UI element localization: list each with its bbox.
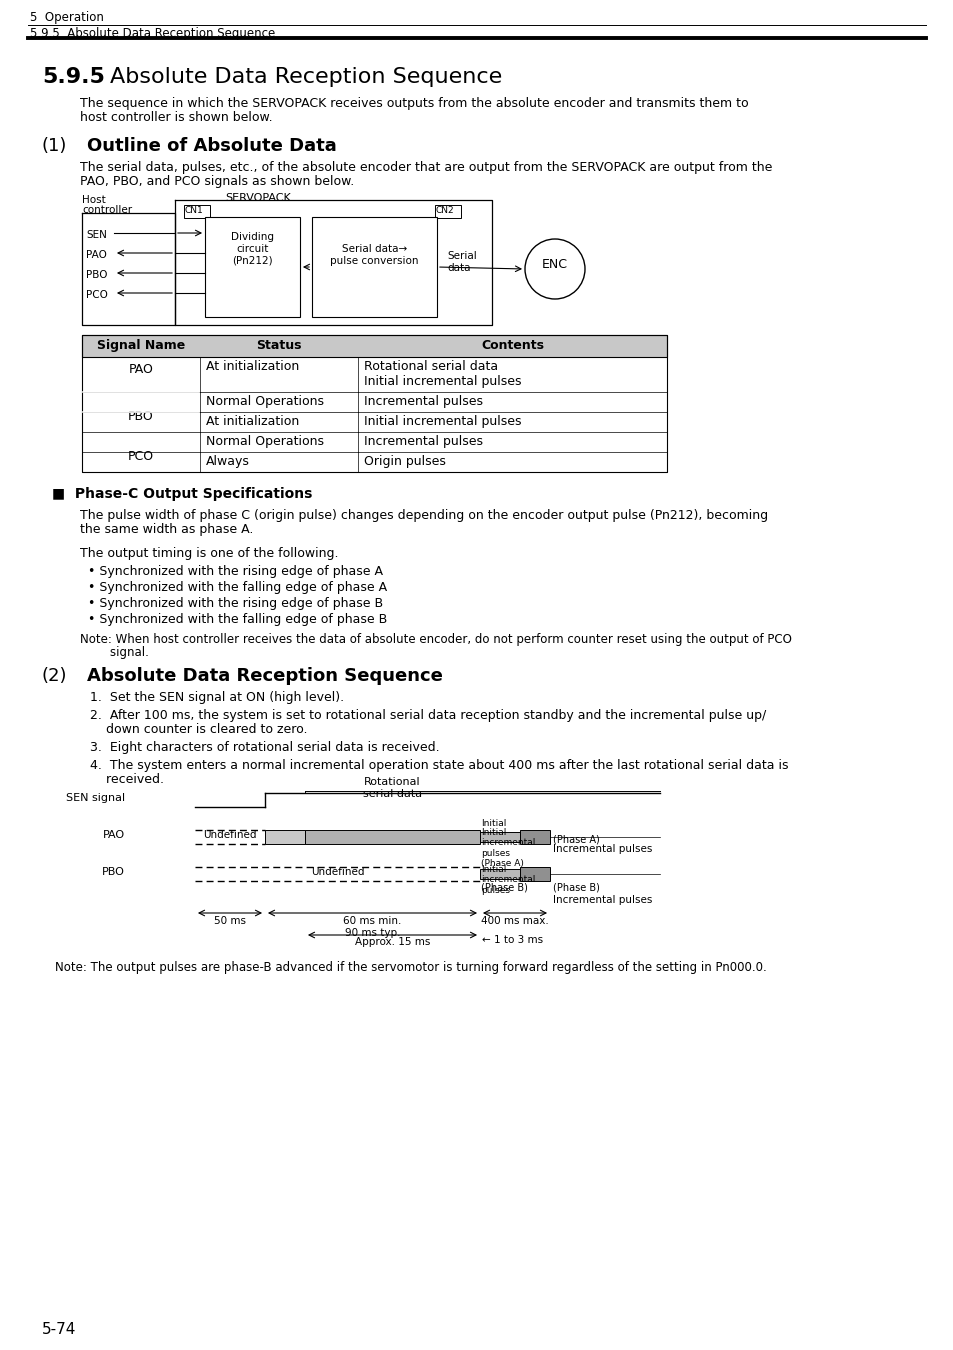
Text: The sequence in which the SERVOPACK receives outputs from the absolute encoder a: The sequence in which the SERVOPACK rece… <box>80 97 748 109</box>
Text: host controller is shown below.: host controller is shown below. <box>80 111 273 124</box>
Text: PCO: PCO <box>128 451 153 463</box>
Text: Initial: Initial <box>480 819 506 828</box>
Text: ← 1 to 3 ms: ← 1 to 3 ms <box>481 936 542 945</box>
Text: PAO, PBO, and PCO signals as shown below.: PAO, PBO, and PCO signals as shown below… <box>80 176 354 188</box>
Text: Outline of Absolute Data: Outline of Absolute Data <box>87 136 336 155</box>
Bar <box>519 867 550 882</box>
Text: PBO: PBO <box>128 410 153 424</box>
Text: • Synchronized with the falling edge of phase B: • Synchronized with the falling edge of … <box>80 613 387 626</box>
Bar <box>479 869 519 879</box>
Text: (Phase B): (Phase B) <box>480 883 527 892</box>
Text: (1): (1) <box>42 136 68 155</box>
Text: down counter is cleared to zero.: down counter is cleared to zero. <box>90 724 307 736</box>
Text: ENC: ENC <box>541 258 567 270</box>
Text: The pulse width of phase C (origin pulse) changes depending on the encoder outpu: The pulse width of phase C (origin pulse… <box>80 509 767 522</box>
Text: 60 ms min.
90 ms typ.: 60 ms min. 90 ms typ. <box>343 917 401 938</box>
Text: Always: Always <box>206 455 250 468</box>
Text: Rotational: Rotational <box>364 778 420 787</box>
Text: controller: controller <box>82 205 132 215</box>
Text: Approx. 15 ms: Approx. 15 ms <box>355 937 430 946</box>
Text: • Synchronized with the falling edge of phase A: • Synchronized with the falling edge of … <box>80 580 387 594</box>
Text: signal.: signal. <box>80 647 149 659</box>
Text: (Phase A): (Phase A) <box>553 834 599 844</box>
Text: The output timing is one of the following.: The output timing is one of the followin… <box>80 547 338 560</box>
Text: 5.9.5: 5.9.5 <box>42 68 105 86</box>
Text: 2.  After 100 ms, the system is set to rotational serial data reception standby : 2. After 100 ms, the system is set to ro… <box>90 709 765 722</box>
Text: Status: Status <box>256 339 301 352</box>
Bar <box>519 830 550 844</box>
Text: Serial data→
pulse conversion: Serial data→ pulse conversion <box>330 244 418 266</box>
Text: • Synchronized with the rising edge of phase B: • Synchronized with the rising edge of p… <box>80 597 383 610</box>
Text: 3.  Eight characters of rotational serial data is received.: 3. Eight characters of rotational serial… <box>90 741 439 755</box>
Text: 5  Operation: 5 Operation <box>30 11 104 24</box>
Text: 4.  The system enters a normal incremental operation state about 400 ms after th: 4. The system enters a normal incrementa… <box>90 759 788 772</box>
Bar <box>82 335 666 356</box>
Text: CN2: CN2 <box>436 207 455 215</box>
Text: Serial
data: Serial data <box>447 251 476 273</box>
Text: serial data: serial data <box>362 788 421 799</box>
Text: Host: Host <box>82 194 106 205</box>
Text: CN1: CN1 <box>185 207 204 215</box>
Text: PAO: PAO <box>86 250 107 261</box>
Bar <box>184 205 210 217</box>
Bar <box>312 217 436 317</box>
Text: The serial data, pulses, etc., of the absolute encoder that are output from the : The serial data, pulses, etc., of the ab… <box>80 161 772 174</box>
Text: PAO: PAO <box>129 363 153 377</box>
Text: ■  Phase-C Output Specifications: ■ Phase-C Output Specifications <box>52 487 312 501</box>
Bar <box>305 830 479 844</box>
Text: Signal Name: Signal Name <box>97 339 185 352</box>
Text: At initialization: At initialization <box>206 360 299 373</box>
Text: Note: When host controller receives the data of absolute encoder, do not perform: Note: When host controller receives the … <box>80 633 791 647</box>
Text: • Synchronized with the rising edge of phase A: • Synchronized with the rising edge of p… <box>80 566 382 578</box>
Text: 5-74: 5-74 <box>42 1322 76 1336</box>
Text: PBO: PBO <box>86 270 108 279</box>
Text: At initialization: At initialization <box>206 414 299 428</box>
Text: Origin pulses: Origin pulses <box>364 455 445 468</box>
Bar <box>479 832 519 842</box>
Text: received.: received. <box>90 774 164 786</box>
Circle shape <box>524 239 584 298</box>
Text: (Phase B): (Phase B) <box>553 883 599 892</box>
Text: SEN: SEN <box>86 230 107 240</box>
Text: Initial incremental pulses: Initial incremental pulses <box>364 414 521 428</box>
Text: Incremental pulses: Incremental pulses <box>553 895 652 905</box>
Text: Undefined: Undefined <box>203 830 256 840</box>
Text: Note: The output pulses are phase-B advanced if the servomotor is turning forwar: Note: The output pulses are phase-B adva… <box>55 961 766 973</box>
Text: PAO: PAO <box>103 830 125 840</box>
Text: PCO: PCO <box>86 290 108 300</box>
Text: Initial
incremental
pulses
(Phase A): Initial incremental pulses (Phase A) <box>480 828 535 868</box>
Text: 1.  Set the SEN signal at ON (high level).: 1. Set the SEN signal at ON (high level)… <box>90 691 344 703</box>
Text: (2): (2) <box>42 667 68 684</box>
Text: Incremental pulses: Incremental pulses <box>364 435 482 448</box>
Text: Absolute Data Reception Sequence: Absolute Data Reception Sequence <box>110 68 501 86</box>
Text: SERVOPACK: SERVOPACK <box>225 193 291 202</box>
Text: the same width as phase A.: the same width as phase A. <box>80 522 253 536</box>
Bar <box>205 217 299 317</box>
Text: 5.9.5  Absolute Data Reception Sequence: 5.9.5 Absolute Data Reception Sequence <box>30 27 275 40</box>
Text: Rotational serial data
Initial incremental pulses: Rotational serial data Initial increment… <box>364 360 521 387</box>
Bar <box>265 830 305 844</box>
Text: PBO: PBO <box>102 867 125 878</box>
Bar <box>435 205 460 217</box>
Text: Incremental pulses: Incremental pulses <box>364 396 482 408</box>
Text: Absolute Data Reception Sequence: Absolute Data Reception Sequence <box>87 667 442 684</box>
Text: 400 ms max.: 400 ms max. <box>480 917 548 926</box>
Text: Normal Operations: Normal Operations <box>206 396 324 408</box>
Text: Dividing
circuit
(Pn212): Dividing circuit (Pn212) <box>231 232 274 266</box>
Text: Undefined: Undefined <box>311 867 364 878</box>
Text: Initial
incremental
pulses: Initial incremental pulses <box>480 865 535 895</box>
Bar <box>82 335 666 472</box>
Text: Contents: Contents <box>480 339 543 352</box>
Text: 50 ms: 50 ms <box>213 917 246 926</box>
Text: SEN signal: SEN signal <box>66 792 125 803</box>
Text: Incremental pulses: Incremental pulses <box>553 844 652 855</box>
Text: Normal Operations: Normal Operations <box>206 435 324 448</box>
